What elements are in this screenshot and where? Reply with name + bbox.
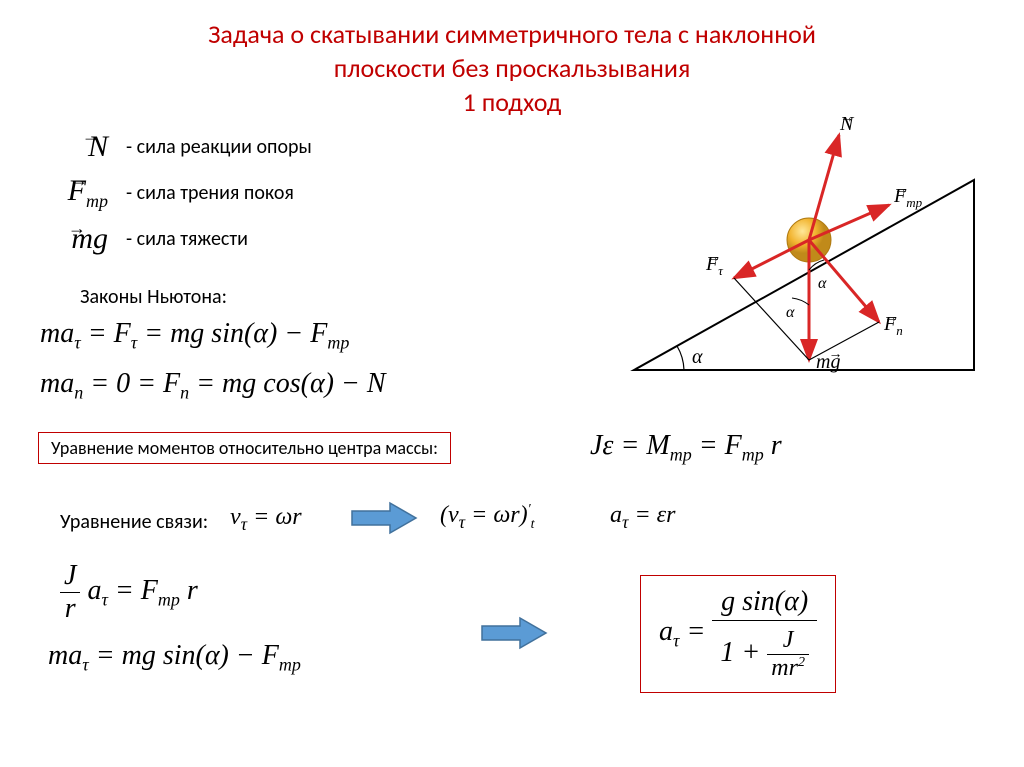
svg-text:α: α bbox=[818, 275, 827, 292]
svg-text:→Fτ: →Fτ bbox=[705, 251, 724, 278]
constraint-label: Уравнение связи: bbox=[60, 510, 208, 534]
desc-N: - сила реакции опоры bbox=[126, 135, 312, 159]
force-row-mg: →mg - сила тяжести bbox=[38, 222, 312, 256]
svg-text:α: α bbox=[692, 346, 703, 368]
title-line-3: 1 подход bbox=[463, 86, 562, 118]
svg-text:m→g: m→g bbox=[816, 347, 842, 373]
moment-eq: Jε = Mтр = Fтр r bbox=[590, 430, 782, 466]
deriv-eq-2: maτ = mg sin(α) − Fтр bbox=[48, 640, 301, 676]
desc-Ftr: - сила трения покоя bbox=[126, 181, 294, 205]
symbol-N: →N bbox=[38, 130, 126, 164]
constraint-eq-2: (vτ = ωr)′t bbox=[440, 502, 535, 533]
slide-title: Задача о скатывании симметричного тела с… bbox=[0, 0, 1024, 119]
title-line-2: плоскости без проскальзывания bbox=[334, 52, 691, 84]
moment-eq-label-text: Уравнение моментов относительно центра м… bbox=[38, 432, 451, 464]
newton-law-label: Законы Ньютона: bbox=[80, 285, 227, 309]
inclined-plane-diagram: α →N →Fтр →Fτ m→g →Fn bbox=[624, 110, 984, 400]
deriv-eq-1: Jr aτ = Fтр r bbox=[60, 560, 198, 625]
result-eq: aτ = g sin(α) 1 + Jmr2 bbox=[640, 575, 836, 693]
force-definitions: →N - сила реакции опоры →Fтр - сила трен… bbox=[38, 130, 312, 266]
newton-eq-1: maτ = Fτ = mg sin(α) − Fтр bbox=[40, 318, 349, 354]
constraint-eq-1: vτ = ωr bbox=[230, 504, 302, 535]
symbol-mg: →mg bbox=[38, 222, 126, 256]
svg-text:→N: →N bbox=[839, 111, 855, 135]
symbol-Ftr: →Fтр bbox=[38, 174, 126, 212]
newton-eq-2: man = 0 = Fn = mg cos(α) − N bbox=[40, 368, 386, 404]
svg-text:α: α bbox=[786, 304, 795, 321]
force-row-N: →N - сила реакции опоры bbox=[38, 130, 312, 164]
arrow-icon-1 bbox=[350, 500, 420, 541]
force-row-Ftr: →Fтр - сила трения покоя bbox=[38, 174, 312, 212]
moment-eq-label: Уравнение моментов относительно центра м… bbox=[38, 432, 451, 464]
arrow-icon-2 bbox=[480, 615, 550, 656]
title-line-1: Задача о скатывании симметричного тела с… bbox=[208, 18, 816, 50]
desc-mg: - сила тяжести bbox=[126, 227, 248, 251]
constraint-eq-3: aτ = εr bbox=[610, 502, 675, 533]
svg-text:→Fтр: →Fтр bbox=[893, 183, 923, 210]
svg-text:→Fn: →Fn bbox=[883, 311, 903, 338]
